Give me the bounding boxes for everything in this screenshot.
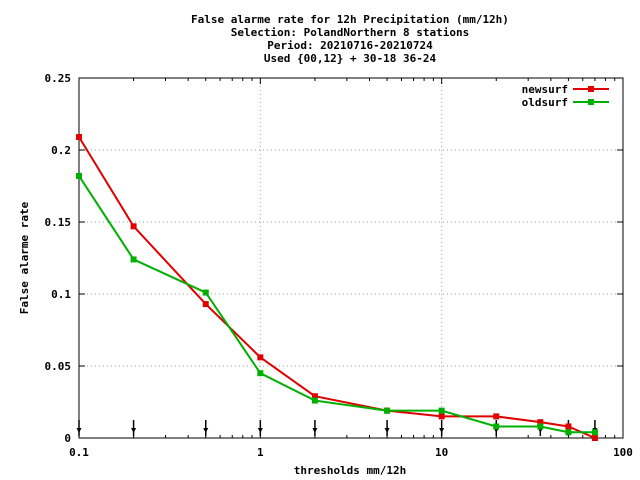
x-axis-label: thresholds mm/12h xyxy=(294,464,407,477)
data-point-newsurf xyxy=(565,423,572,430)
data-point-newsurf xyxy=(438,413,445,420)
data-point-oldsurf xyxy=(384,407,391,414)
x-tick-label: 100 xyxy=(613,446,633,459)
threshold-markers xyxy=(76,420,598,436)
data-point-oldsurf xyxy=(202,289,209,296)
grid-lines xyxy=(79,78,623,438)
data-point-oldsurf xyxy=(130,256,137,263)
y-tick-label: 0.25 xyxy=(45,72,72,85)
legend-point-newsurf xyxy=(588,86,594,92)
threshold-marker-head xyxy=(312,428,318,433)
y-tick-label: 0.15 xyxy=(45,216,72,229)
y-axis: 0 0.05 0.1 0.15 0.2 0.25 xyxy=(45,72,623,445)
data-point-oldsurf xyxy=(591,429,598,436)
series-line-newsurf xyxy=(78,136,596,439)
threshold-marker-head xyxy=(203,428,209,433)
data-point-newsurf xyxy=(76,134,82,141)
data-point-oldsurf xyxy=(565,429,572,436)
y-tick-label: 0.2 xyxy=(51,144,71,157)
legend-label-newsurf: newsurf xyxy=(522,83,568,96)
data-point-newsurf xyxy=(591,435,598,441)
data-point-newsurf xyxy=(311,393,318,400)
legend-point-oldsurf xyxy=(588,99,594,105)
chart-title: False alarme rate for 12h Precipitation … xyxy=(191,13,509,65)
legend-label-oldsurf: oldsurf xyxy=(522,96,568,109)
data-point-oldsurf xyxy=(537,423,544,430)
data-point-newsurf xyxy=(202,301,209,308)
x-axis: 0.1 1 10 100 xyxy=(69,78,633,459)
series-line-oldsurf xyxy=(78,175,595,434)
y-tick-label: 0 xyxy=(64,432,71,445)
y-tick-label: 0.1 xyxy=(51,288,71,301)
title-line-4: Used {00,12} + 30-18 36-24 xyxy=(264,52,437,65)
data-series xyxy=(76,134,598,441)
data-point-newsurf xyxy=(257,354,264,361)
title-line-2: Selection: PolandNorthern 8 stations xyxy=(231,26,469,39)
threshold-marker-head xyxy=(76,428,82,433)
threshold-marker-head xyxy=(131,428,137,433)
data-point-oldsurf xyxy=(311,397,318,404)
data-point-newsurf xyxy=(493,413,500,420)
y-tick-label: 0.05 xyxy=(45,360,72,373)
title-line-1: False alarme rate for 12h Precipitation … xyxy=(191,13,509,26)
threshold-marker-head xyxy=(384,428,390,433)
title-line-3: Period: 20210716-20210724 xyxy=(267,39,433,52)
data-point-newsurf xyxy=(130,223,137,230)
x-tick-label: 10 xyxy=(435,446,448,459)
threshold-marker-head xyxy=(257,428,263,433)
data-point-oldsurf xyxy=(76,172,82,179)
data-point-oldsurf xyxy=(493,423,500,430)
data-point-oldsurf xyxy=(257,370,264,377)
y-axis-label: False alarme rate xyxy=(18,201,31,314)
x-tick-label: 0.1 xyxy=(69,446,89,459)
data-point-oldsurf xyxy=(438,407,445,414)
threshold-marker-head xyxy=(439,428,445,433)
plot-frame xyxy=(78,77,624,439)
data-point-newsurf xyxy=(537,419,544,426)
x-tick-label: 1 xyxy=(257,446,264,459)
